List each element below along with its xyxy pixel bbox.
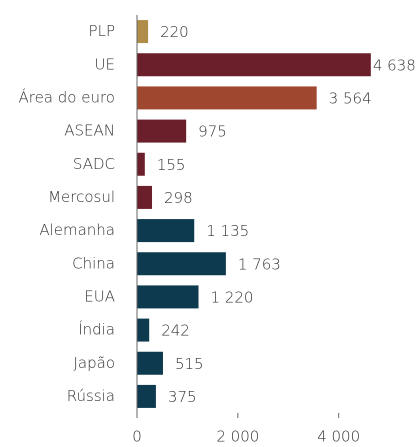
value-label: 975 [198,123,227,141]
y-tick-label: Área do euro [18,87,115,106]
y-tick-label: EUA [84,287,115,305]
value-label: 375 [168,388,197,406]
value-label: 220 [160,23,189,41]
bar [137,185,153,209]
value-label: 3 564 [329,89,372,107]
bar [137,351,163,375]
y-tick-label: Mercosul [48,188,115,206]
value-label: 1 220 [211,288,254,306]
bar [137,285,199,309]
value-label: 515 [175,355,204,373]
value-label: 298 [164,189,193,207]
y-tick-label: ASEAN [64,122,115,140]
x-tick-label: 2 000 [216,428,259,446]
bar [137,384,156,408]
y-tick-label: Rússia [67,387,115,405]
bar [137,152,145,176]
x-tick-label: 0 [132,428,142,446]
x-tick-label: 4 000 [317,428,360,446]
bar [137,252,226,276]
bar [137,318,150,342]
y-tick-label: Alemanha [39,221,115,239]
y-tick-label: UE [95,55,115,73]
value-label: 1 763 [238,255,281,273]
value-label: 155 [157,156,186,174]
value-label: 242 [161,322,190,340]
value-label: 1 135 [206,222,249,240]
value-label: 4 638 [373,56,416,74]
bar [137,20,149,44]
y-tick-label: SADC [73,155,115,173]
y-tick-label: Japão [73,354,115,372]
y-tick-label: Índia [78,320,115,339]
y-tick-label: PLP [89,22,115,40]
bar [137,219,195,243]
bar [137,53,371,77]
bar [137,119,187,143]
bar [137,86,317,110]
y-tick-label: China [72,254,115,272]
